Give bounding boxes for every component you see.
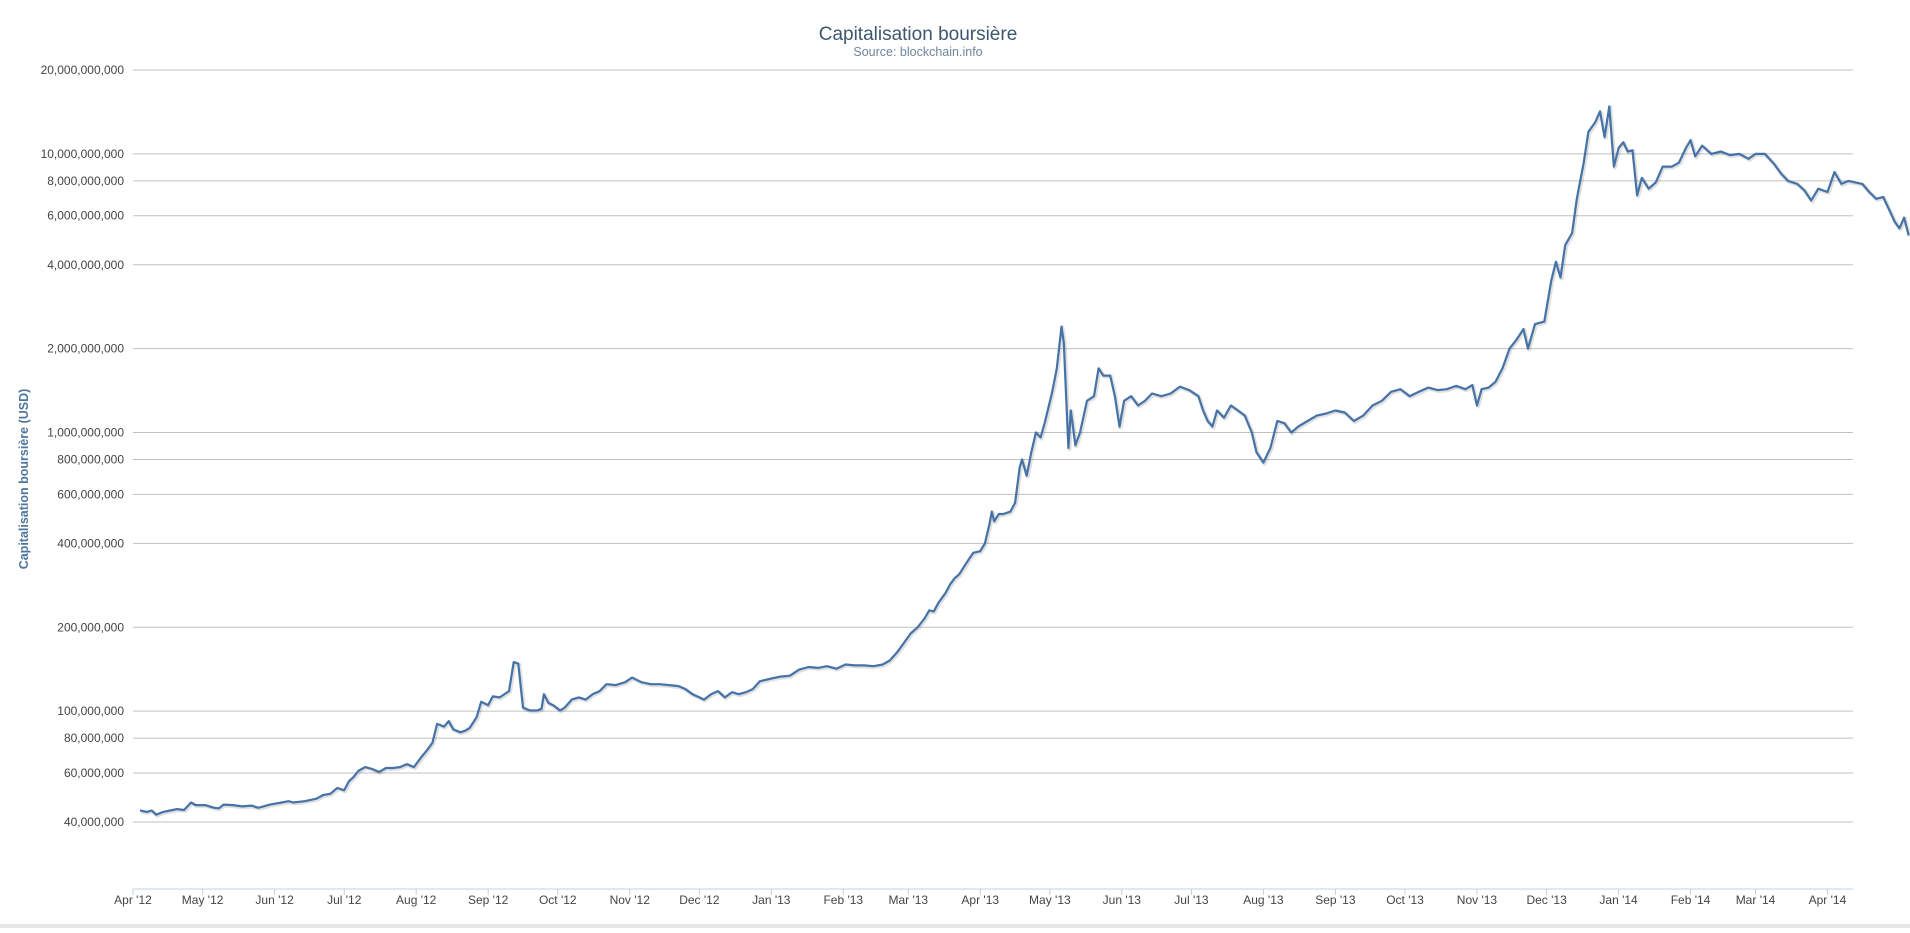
- x-tick-label: Jul '13: [1174, 893, 1209, 907]
- y-tick-label: 80,000,000: [64, 731, 124, 745]
- x-tick-label: Jan '13: [752, 893, 791, 907]
- x-tick-label: Nov '13: [1457, 893, 1498, 907]
- x-tick-label: Apr '12: [114, 893, 152, 907]
- y-tick-label: 8,000,000,000: [47, 174, 124, 188]
- y-tick-label: 2,000,000,000: [47, 342, 124, 356]
- series-line[interactable]: [139, 105, 1910, 816]
- bottom-scroll-strip: [0, 924, 1910, 928]
- y-tick-label: 200,000,000: [57, 620, 124, 634]
- x-axis-ticks: Apr '12 May '12 Jun '12 Jul '12 Aug '12 Sep '…: [114, 889, 1847, 907]
- x-tick-label: Jul '12: [327, 893, 362, 907]
- x-tick-label: May '12: [182, 893, 224, 907]
- y-tick-label: 60,000,000: [64, 766, 124, 780]
- x-tick-label: Jun '13: [1103, 893, 1142, 907]
- x-tick-label: Sep '13: [1315, 893, 1356, 907]
- chart-title: Capitalisation boursière: [819, 24, 1018, 45]
- series-group: [139, 105, 1910, 818]
- y-axis-label: Capitalisation boursière (USD): [17, 389, 31, 570]
- y-tick-label: 10,000,000,000: [41, 147, 125, 161]
- x-tick-label: Aug '12: [396, 893, 437, 907]
- series-line-shadow: [140, 105, 1910, 818]
- x-tick-label: Mar '14: [1736, 893, 1776, 907]
- x-tick-label: Jan '14: [1599, 893, 1638, 907]
- x-tick-label: Dec '12: [679, 893, 720, 907]
- y-tick-label: 400,000,000: [57, 536, 124, 550]
- y-tick-label: 800,000,000: [57, 453, 124, 467]
- x-tick-label: Dec '13: [1526, 893, 1567, 907]
- y-tick-label: 1,000,000,000: [47, 426, 124, 440]
- x-tick-label: Feb '14: [1671, 893, 1711, 907]
- x-tick-label: Sep '12: [468, 893, 509, 907]
- x-tick-label: Nov '12: [610, 893, 651, 907]
- x-tick-label: Oct '13: [1386, 893, 1424, 907]
- y-tick-label: 20,000,000,000: [41, 63, 125, 77]
- y-tick-label: 40,000,000: [64, 815, 124, 829]
- x-tick-label: Jun '12: [255, 893, 294, 907]
- y-axis-ticks: 40,000,000 60,000,000 80,000,000 100,000,00…: [41, 63, 125, 829]
- x-tick-label: Apr '13: [961, 893, 999, 907]
- x-tick-label: Aug '13: [1243, 893, 1284, 907]
- y-tick-label: 4,000,000,000: [47, 258, 124, 272]
- x-tick-label: Oct '12: [539, 893, 577, 907]
- chart-subtitle: Source: blockchain.info: [853, 45, 982, 59]
- x-tick-label: Apr '14: [1809, 893, 1847, 907]
- x-tick-label: Feb '13: [823, 893, 863, 907]
- x-tick-label: Mar '13: [888, 893, 928, 907]
- y-tick-label: 600,000,000: [57, 487, 124, 501]
- x-tick-label: May '13: [1029, 893, 1071, 907]
- grid-lines: [133, 69, 1853, 823]
- y-tick-label: 100,000,000: [57, 704, 124, 718]
- y-tick-label: 6,000,000,000: [47, 209, 124, 223]
